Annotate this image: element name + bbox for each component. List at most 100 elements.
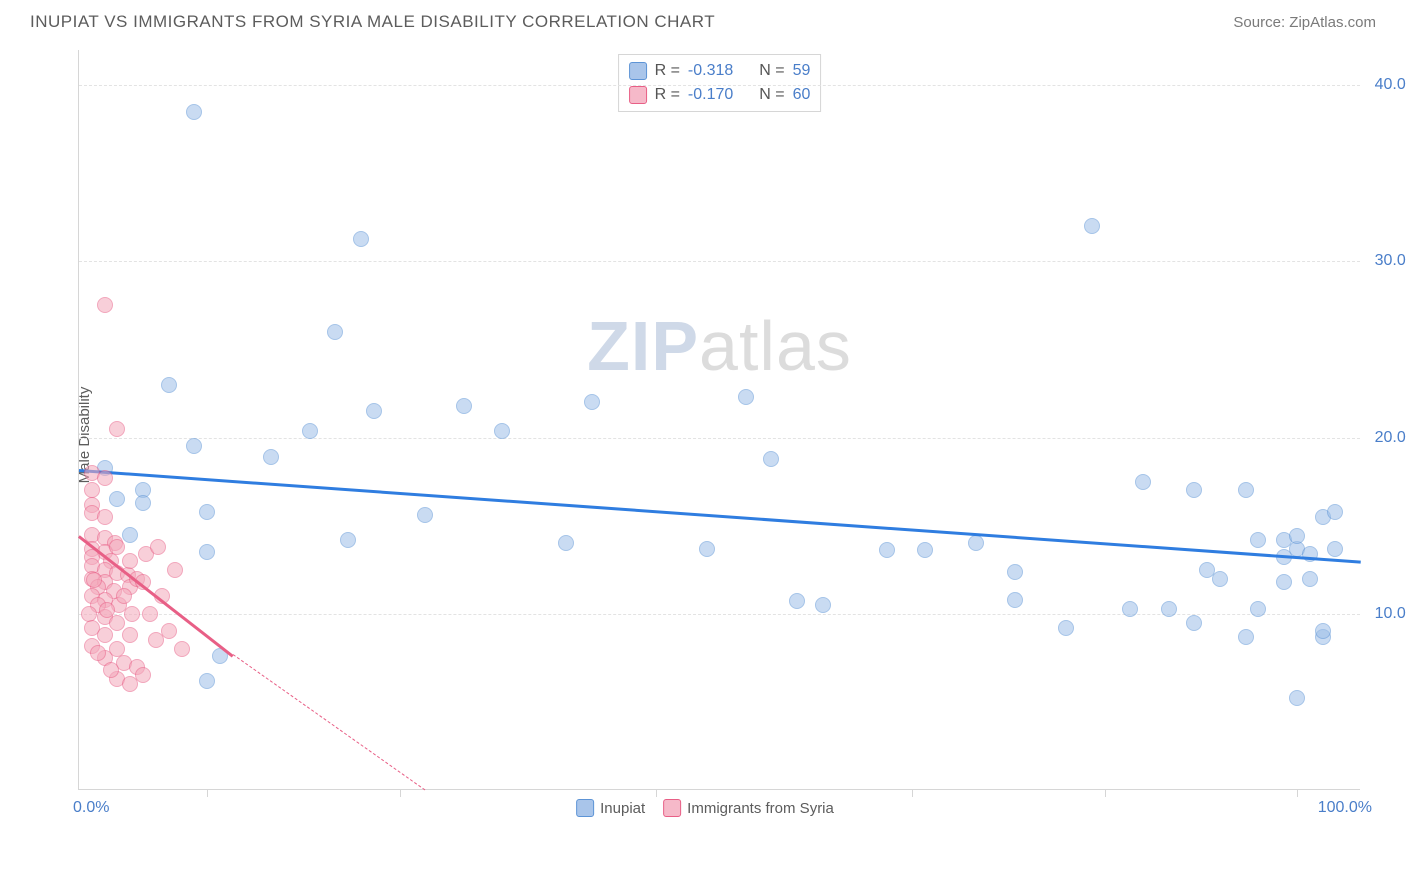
data-point — [142, 606, 158, 622]
r-value: -0.318 — [688, 59, 733, 83]
legend-item: Inupiat — [576, 799, 645, 817]
data-point — [1212, 571, 1228, 587]
data-point — [135, 495, 151, 511]
legend-item: Immigrants from Syria — [663, 799, 834, 817]
data-point — [161, 377, 177, 393]
y-tick-label: 30.0% — [1365, 252, 1406, 270]
data-point — [186, 438, 202, 454]
trend-line — [79, 469, 1361, 563]
data-point — [366, 403, 382, 419]
data-point — [1327, 504, 1343, 520]
data-point — [1135, 474, 1151, 490]
data-point — [103, 662, 119, 678]
data-point — [97, 470, 113, 486]
legend-label: Immigrants from Syria — [687, 800, 834, 817]
x-tick — [656, 789, 657, 797]
data-point — [353, 231, 369, 247]
data-point — [340, 532, 356, 548]
data-point — [161, 623, 177, 639]
data-point — [1302, 571, 1318, 587]
source-attribution: Source: ZipAtlas.com — [1233, 14, 1376, 31]
data-point — [122, 527, 138, 543]
data-point — [327, 324, 343, 340]
data-point — [199, 544, 215, 560]
gridline — [79, 85, 1360, 86]
chart-area: Male Disability ZIPatlas R =-0.318N =59R… — [50, 50, 1360, 820]
data-point — [302, 423, 318, 439]
chart-title: INUPIAT VS IMMIGRANTS FROM SYRIA MALE DI… — [30, 12, 715, 32]
data-point — [1058, 620, 1074, 636]
data-point — [584, 394, 600, 410]
data-point — [1186, 615, 1202, 631]
x-tick — [400, 789, 401, 797]
legend-label: Inupiat — [600, 800, 645, 817]
data-point — [109, 539, 125, 555]
series-legend: Inupiat Immigrants from Syria — [576, 799, 834, 817]
data-point — [815, 597, 831, 613]
x-tick — [912, 789, 913, 797]
n-value: 60 — [793, 83, 811, 107]
data-point — [789, 593, 805, 609]
data-point — [109, 615, 125, 631]
data-point — [135, 667, 151, 683]
data-point — [90, 645, 106, 661]
data-point — [97, 627, 113, 643]
data-point — [1250, 532, 1266, 548]
data-point — [494, 423, 510, 439]
x-tick — [1297, 789, 1298, 797]
r-label: R = — [655, 83, 680, 107]
data-point — [116, 588, 132, 604]
data-point — [97, 509, 113, 525]
data-point — [1238, 629, 1254, 645]
data-point — [738, 389, 754, 405]
data-point — [1289, 528, 1305, 544]
data-point — [1327, 541, 1343, 557]
data-point — [109, 421, 125, 437]
data-point — [122, 553, 138, 569]
data-point — [186, 104, 202, 120]
plot-region: ZIPatlas R =-0.318N =59R =-0.170N =60 0.… — [78, 50, 1360, 790]
data-point — [167, 562, 183, 578]
data-point — [1186, 482, 1202, 498]
data-point — [558, 535, 574, 551]
watermark: ZIPatlas — [587, 306, 852, 386]
x-tick — [207, 789, 208, 797]
x-tick — [1105, 789, 1106, 797]
data-point — [86, 572, 102, 588]
data-point — [968, 535, 984, 551]
chart-header: INUPIAT VS IMMIGRANTS FROM SYRIA MALE DI… — [0, 0, 1406, 40]
n-label: N = — [759, 59, 784, 83]
data-point — [879, 542, 895, 558]
y-tick-label: 20.0% — [1365, 429, 1406, 447]
data-point — [1250, 601, 1266, 617]
data-point — [263, 449, 279, 465]
r-value: -0.170 — [688, 83, 733, 107]
data-point — [1238, 482, 1254, 498]
n-label: N = — [759, 83, 784, 107]
data-point — [1007, 592, 1023, 608]
data-point — [1122, 601, 1138, 617]
data-point — [1315, 623, 1331, 639]
data-point — [199, 504, 215, 520]
legend-swatch — [629, 86, 647, 104]
data-point — [97, 297, 113, 313]
data-point — [1161, 601, 1177, 617]
data-point — [174, 641, 190, 657]
data-point — [150, 539, 166, 555]
data-point — [199, 673, 215, 689]
data-point — [1084, 218, 1100, 234]
legend-stat-row: R =-0.318N =59 — [629, 59, 811, 83]
data-point — [1007, 564, 1023, 580]
data-point — [763, 451, 779, 467]
data-point — [99, 602, 115, 618]
x-min-label: 0.0% — [73, 799, 109, 817]
data-point — [1289, 690, 1305, 706]
legend-swatch — [663, 799, 681, 817]
data-point — [456, 398, 472, 414]
gridline — [79, 261, 1360, 262]
data-point — [109, 491, 125, 507]
gridline — [79, 438, 1360, 439]
data-point — [417, 507, 433, 523]
data-point — [124, 606, 140, 622]
n-value: 59 — [793, 59, 811, 83]
